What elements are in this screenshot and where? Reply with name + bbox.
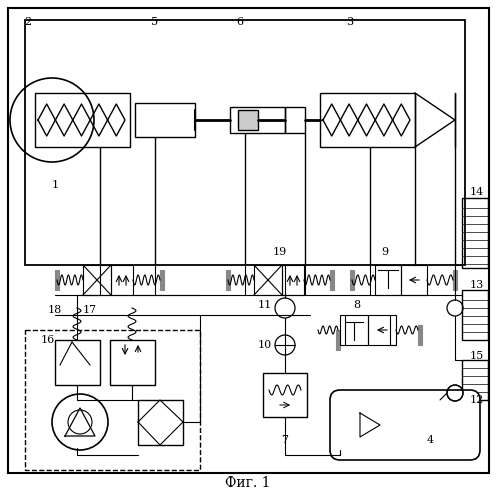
- Bar: [230, 107, 285, 133]
- Text: 9: 9: [381, 247, 389, 257]
- Bar: [160, 270, 164, 290]
- Text: 8: 8: [353, 300, 360, 310]
- Text: 13: 13: [470, 280, 484, 290]
- Bar: [418, 325, 422, 345]
- Text: 6: 6: [237, 17, 244, 27]
- Text: 11: 11: [258, 300, 272, 310]
- Bar: [336, 330, 340, 350]
- Bar: [368, 315, 396, 345]
- Bar: [111, 265, 133, 295]
- Bar: [55, 340, 100, 385]
- Bar: [135, 103, 195, 137]
- Bar: [401, 265, 427, 295]
- Bar: [282, 265, 304, 295]
- Bar: [462, 290, 488, 340]
- Text: 3: 3: [346, 17, 353, 27]
- Bar: [375, 265, 401, 295]
- Bar: [462, 360, 488, 400]
- Text: 15: 15: [470, 351, 484, 361]
- Text: 1: 1: [51, 180, 59, 190]
- Bar: [350, 270, 354, 290]
- Bar: [25, 20, 465, 265]
- Bar: [35, 93, 130, 147]
- Bar: [320, 93, 415, 147]
- Text: 19: 19: [273, 247, 287, 257]
- Bar: [330, 270, 334, 290]
- Bar: [263, 373, 307, 417]
- Text: 7: 7: [281, 435, 288, 445]
- Text: 18: 18: [48, 305, 62, 315]
- Bar: [55, 270, 59, 290]
- Bar: [226, 270, 230, 290]
- Text: Фиг. 1: Фиг. 1: [225, 476, 271, 490]
- Text: 14: 14: [470, 187, 484, 197]
- Bar: [83, 265, 111, 295]
- FancyBboxPatch shape: [330, 390, 480, 460]
- Bar: [238, 110, 258, 130]
- Text: 4: 4: [426, 435, 433, 445]
- Bar: [25, 330, 200, 470]
- Bar: [453, 270, 457, 290]
- Bar: [110, 340, 155, 385]
- Bar: [285, 107, 305, 133]
- Bar: [138, 400, 183, 445]
- Text: 2: 2: [24, 17, 32, 27]
- Text: 12: 12: [470, 395, 484, 405]
- Bar: [462, 198, 488, 268]
- Text: 17: 17: [83, 305, 97, 315]
- Text: 5: 5: [152, 17, 159, 27]
- Text: 16: 16: [41, 335, 55, 345]
- Bar: [340, 315, 368, 345]
- Text: 10: 10: [258, 340, 272, 350]
- Bar: [254, 265, 282, 295]
